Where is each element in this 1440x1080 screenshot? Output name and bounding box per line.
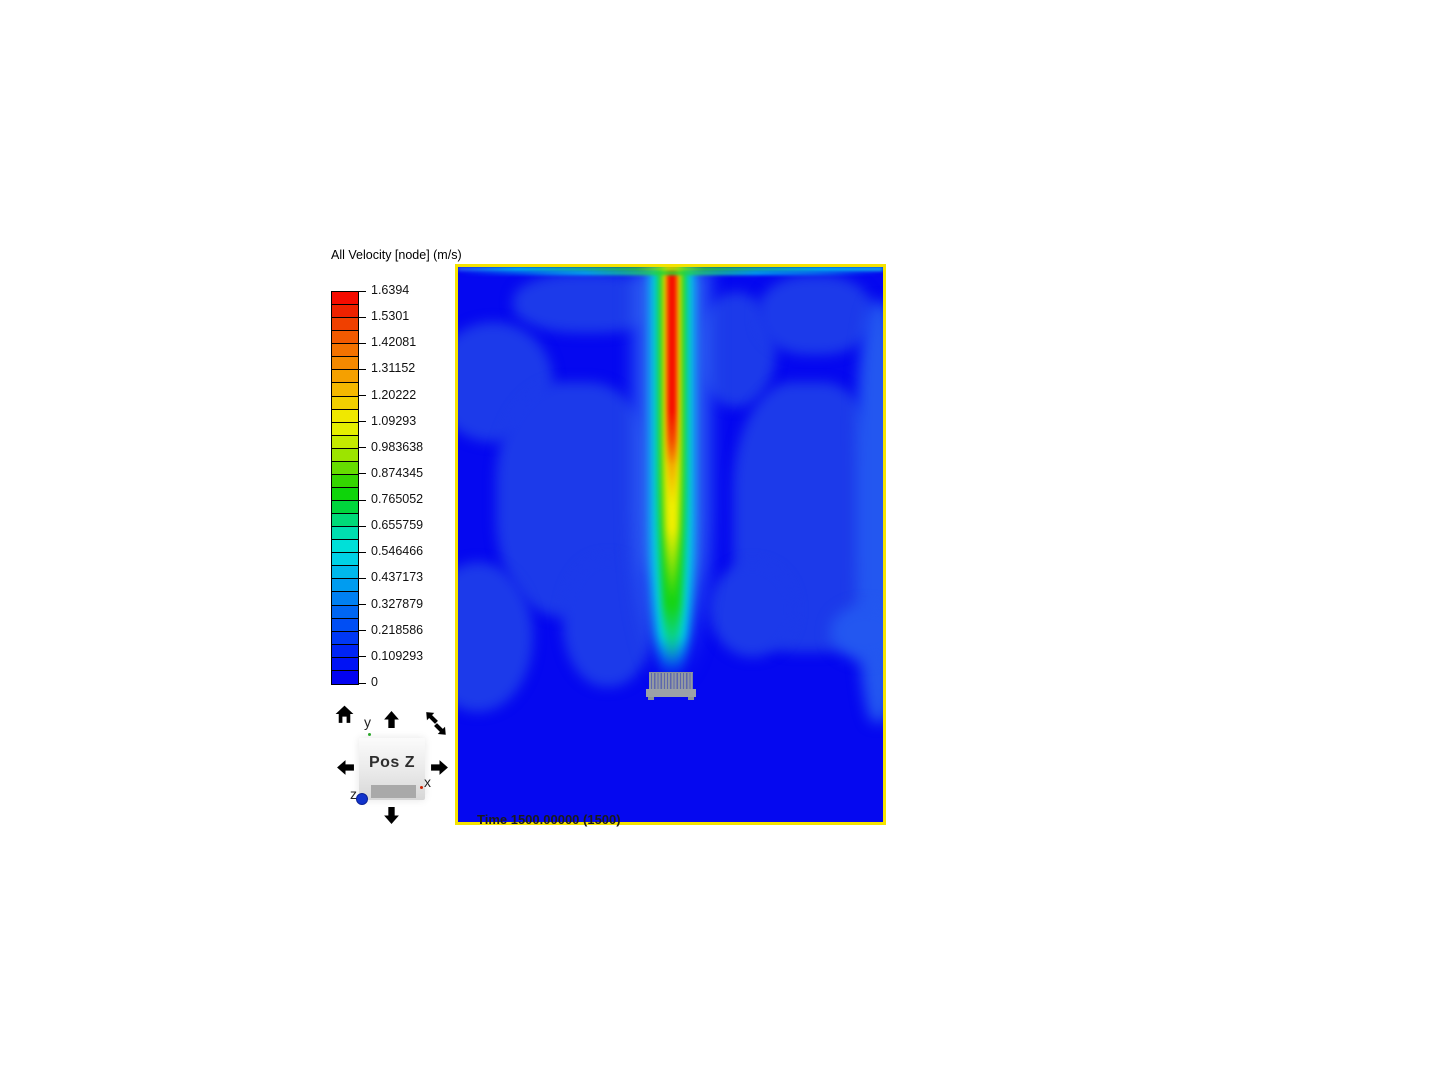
legend-tick-mark [359, 499, 366, 501]
legend-tick-label: 0.983638 [371, 439, 424, 454]
colorbar-segment [332, 409, 358, 423]
colorbar-segment [332, 657, 358, 671]
colorbar-segment [332, 553, 358, 567]
legend-tick-mark [359, 525, 366, 527]
colorbar-segment [332, 527, 358, 541]
colorbar-segment [332, 605, 358, 619]
legend-tick-label: 1.42081 [371, 335, 417, 350]
heatsink-base [646, 689, 696, 697]
top-outflow-band-inner [458, 271, 883, 275]
diagonal-pan-arrows-icon[interactable] [423, 709, 450, 740]
colorbar-segment [332, 540, 358, 554]
colorbar-segment [332, 448, 358, 462]
legend-tick-label: 0.655759 [371, 518, 424, 533]
legend-tick-mark [359, 577, 366, 579]
colorbar-segment [332, 501, 358, 515]
colorbar-segment [332, 357, 358, 371]
heatsink-foot [688, 697, 694, 700]
legend-tick-mark [359, 368, 366, 370]
colorbar-segment [332, 370, 358, 384]
velocity-contour-plot [458, 267, 883, 822]
legend-tick-label: 0.437173 [371, 570, 424, 585]
axis-label-z: z [350, 786, 357, 802]
simulation-viewport[interactable] [455, 264, 886, 825]
colorbar-segment [332, 292, 358, 306]
colorbar-segment [332, 631, 358, 645]
colorbar-segment [332, 396, 358, 410]
legend-tick-mark [359, 342, 366, 344]
home-view-button[interactable] [334, 704, 355, 725]
colorbar-segment [332, 514, 358, 528]
colorbar-segment [332, 461, 358, 475]
colorbar-segment [332, 305, 358, 319]
pan-down-button[interactable] [382, 806, 401, 825]
colorbar-segment [332, 331, 358, 345]
legend-tick-label: 1.6394 [371, 283, 410, 297]
legend-tick-label: 1.09293 [371, 413, 417, 428]
jet-contour-red-core [668, 270, 676, 465]
pos-z-slider[interactable] [371, 785, 416, 798]
colorbar-segment [332, 566, 358, 580]
pan-left-button[interactable] [336, 758, 355, 777]
pos-z-label: Pos Z [368, 754, 416, 771]
legend-tick-mark [359, 473, 366, 475]
flow-patch [710, 562, 795, 657]
colorbar [331, 291, 359, 685]
axis-label-x: x [424, 774, 431, 790]
legend-tick-mark [359, 656, 366, 658]
legend-ticks: 1.6394 1.5301 1.42081 1.31152 1.20222 1.09293… [359, 283, 449, 689]
colorbar-segment [332, 318, 358, 332]
colorbar-segment [332, 474, 358, 488]
legend-tick-label: 0.109293 [371, 648, 424, 663]
legend-tick-mark [359, 421, 366, 423]
time-stamp-label: Time 1500.00000 (1500) [477, 812, 621, 827]
legend-tick-mark [359, 551, 366, 553]
axis-dot-x [420, 786, 423, 789]
flow-patch [758, 275, 873, 355]
colorbar-segment [332, 383, 358, 397]
colorbar-segment [332, 644, 358, 658]
axis-dot-y [368, 733, 371, 736]
pan-right-button[interactable] [430, 758, 449, 777]
pan-up-button[interactable] [382, 710, 401, 729]
legend-tick-label: 0 [371, 675, 378, 689]
legend-tick-mark [359, 630, 366, 632]
colorbar-segment [332, 592, 358, 606]
legend-tick-label: 1.31152 [371, 361, 416, 376]
colorbar-segment [332, 670, 358, 684]
top-outflow-band [458, 267, 883, 271]
flow-patch [830, 605, 883, 660]
colorbar-segment [332, 435, 358, 449]
legend-tick-label: 0.874345 [371, 465, 424, 480]
legend-tick-mark [359, 447, 366, 449]
legend-tick-label: 0.546466 [371, 544, 424, 559]
colorbar-segment [332, 618, 358, 632]
axis-dot-z [356, 793, 368, 805]
legend-tick-label: 0.765052 [371, 492, 424, 507]
legend-tick-mark [359, 316, 366, 318]
heatsink-fins [649, 672, 693, 690]
legend-tick-label: 1.20222 [371, 387, 417, 402]
legend-tick-mark [359, 682, 366, 684]
legend-tick-label: 0.218586 [371, 622, 424, 637]
heatsink-foot [648, 697, 654, 700]
colorbar-segment [332, 344, 358, 358]
legend-tick-mark [359, 395, 366, 397]
legend-tick-label: 1.5301 [371, 309, 410, 324]
colorbar-segment [332, 579, 358, 593]
axis-label-y: y [364, 714, 371, 730]
legend-tick-label: 0.327879 [371, 596, 424, 611]
legend-tick-mark [359, 604, 366, 606]
legend-tick-mark [359, 290, 366, 292]
colorbar-segment [332, 487, 358, 501]
legend-title: All Velocity [node] (m/s) [331, 248, 462, 262]
pos-z-view-button[interactable]: Pos Z [359, 738, 425, 800]
colorbar-segment [332, 422, 358, 436]
